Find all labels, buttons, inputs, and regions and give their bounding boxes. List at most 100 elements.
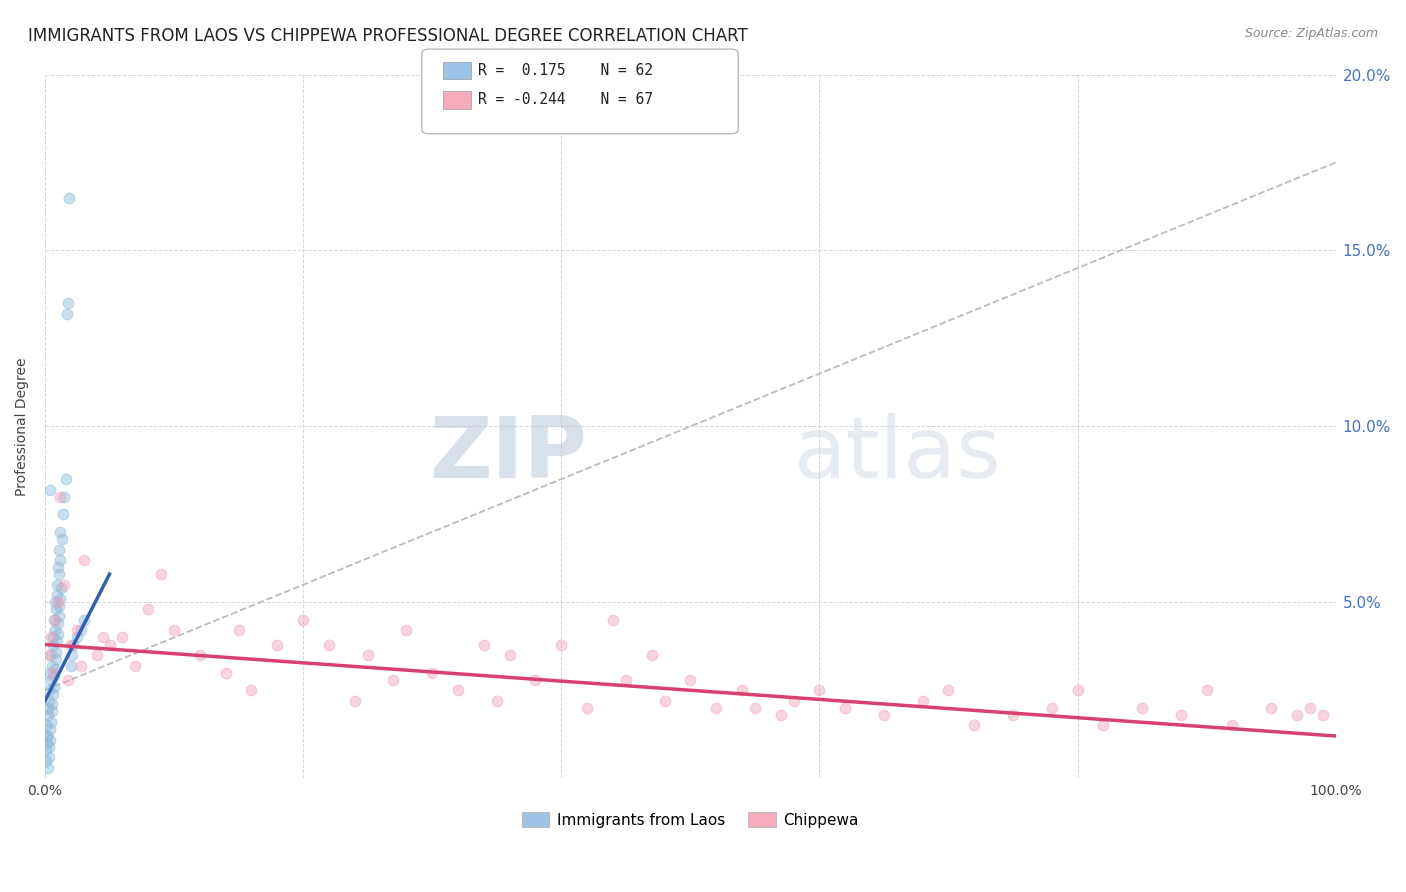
- Point: [48, 599, 70, 613]
- Point: [38, 732, 60, 747]
- Point: [41, 698, 63, 712]
- Point: [640, 648, 662, 662]
- Point: [41, 631, 63, 645]
- Point: [73, 613, 96, 627]
- Point: [602, 613, 624, 627]
- Point: [1066, 683, 1088, 698]
- Point: [58, 296, 80, 310]
- Point: [35, 743, 58, 757]
- Point: [58, 191, 80, 205]
- Point: [48, 567, 70, 582]
- Point: [782, 694, 804, 708]
- Point: [45, 634, 67, 648]
- Point: [41, 658, 63, 673]
- Point: [98, 638, 121, 652]
- Point: [46, 588, 69, 602]
- Point: [49, 524, 72, 539]
- Point: [35, 736, 58, 750]
- Text: Source: ZipAtlas.com: Source: ZipAtlas.com: [1244, 27, 1378, 40]
- Point: [39, 483, 62, 497]
- Point: [44, 669, 66, 683]
- Point: [240, 683, 263, 698]
- Point: [1001, 707, 1024, 722]
- Point: [37, 761, 59, 775]
- Point: [111, 631, 134, 645]
- Point: [44, 624, 66, 638]
- Point: [42, 613, 65, 627]
- Point: [34, 754, 56, 768]
- Point: [41, 665, 63, 680]
- Point: [1285, 707, 1308, 722]
- Point: [42, 638, 65, 652]
- Point: [188, 648, 211, 662]
- Point: [485, 694, 508, 708]
- Point: [1195, 683, 1218, 698]
- Point: [1222, 718, 1244, 732]
- Point: [550, 638, 572, 652]
- Point: [45, 602, 67, 616]
- Point: [60, 648, 83, 662]
- Point: [46, 560, 69, 574]
- Point: [1260, 701, 1282, 715]
- Point: [52, 508, 75, 522]
- Point: [614, 673, 637, 687]
- Point: [524, 673, 547, 687]
- Point: [228, 624, 250, 638]
- Point: [49, 553, 72, 567]
- Point: [56, 307, 79, 321]
- Point: [38, 648, 60, 662]
- Point: [834, 701, 856, 715]
- Point: [704, 701, 727, 715]
- Point: [136, 602, 159, 616]
- Point: [35, 729, 58, 743]
- Point: [41, 631, 63, 645]
- Point: [86, 648, 108, 662]
- Point: [1299, 701, 1322, 715]
- Text: atlas: atlas: [793, 413, 1001, 496]
- Point: [44, 595, 66, 609]
- Point: [46, 627, 69, 641]
- Point: [38, 750, 60, 764]
- Point: [39, 722, 62, 736]
- Point: [42, 687, 65, 701]
- Point: [70, 624, 93, 638]
- Point: [45, 577, 67, 591]
- Point: [38, 683, 60, 698]
- Point: [420, 665, 443, 680]
- Point: [654, 694, 676, 708]
- Point: [343, 694, 366, 708]
- Point: [1130, 701, 1153, 715]
- Point: [48, 542, 70, 557]
- Point: [124, 658, 146, 673]
- Point: [150, 567, 173, 582]
- Point: [48, 609, 70, 624]
- Point: [215, 665, 238, 680]
- Point: [356, 648, 378, 662]
- Point: [1092, 718, 1115, 732]
- Point: [808, 683, 831, 698]
- Point: [41, 648, 63, 662]
- Point: [1312, 707, 1334, 722]
- Point: [744, 701, 766, 715]
- Point: [53, 490, 76, 504]
- Point: [59, 638, 82, 652]
- Point: [44, 613, 66, 627]
- Point: [963, 718, 986, 732]
- Point: [70, 658, 93, 673]
- Point: [42, 680, 65, 694]
- Point: [53, 577, 76, 591]
- Legend: Immigrants from Laos, Chippewa: Immigrants from Laos, Chippewa: [516, 805, 865, 834]
- Point: [318, 638, 340, 652]
- Point: [873, 707, 896, 722]
- Point: [66, 631, 89, 645]
- Point: [49, 591, 72, 606]
- Text: R = -0.244    N = 67: R = -0.244 N = 67: [478, 93, 652, 107]
- Point: [73, 553, 96, 567]
- Point: [498, 648, 520, 662]
- Point: [163, 624, 186, 638]
- Point: [45, 651, 67, 665]
- Point: [46, 616, 69, 631]
- Point: [44, 662, 66, 676]
- Point: [447, 683, 470, 698]
- Point: [769, 707, 792, 722]
